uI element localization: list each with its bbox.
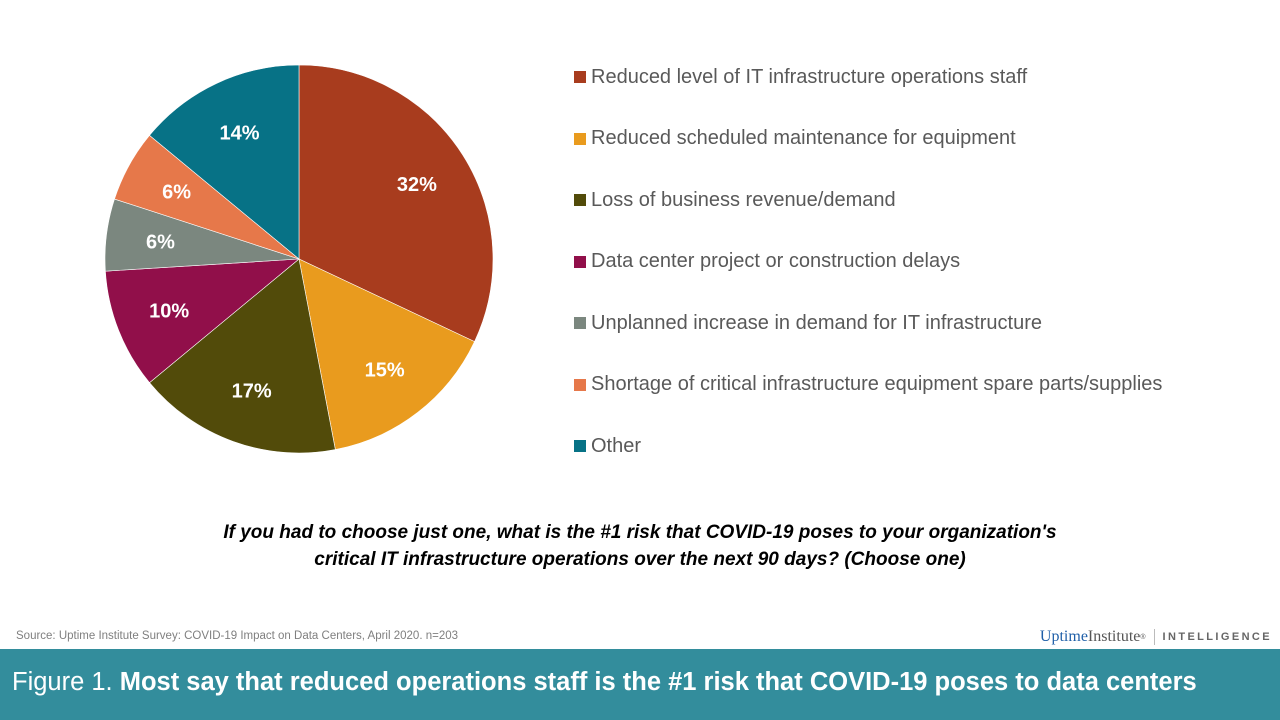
legend-label: Data center project or construction dela…: [591, 250, 961, 272]
legend-swatch: [574, 132, 586, 145]
pie-slice: [149, 64, 300, 260]
pie-slice: [298, 64, 494, 343]
legend-label: Reduced scheduled maintenance for equipm…: [591, 127, 1016, 149]
slice-data-label: 32%: [397, 174, 437, 196]
pie-chart: 32% 15% 17% 10% 6% 6% 14%: [104, 64, 494, 454]
question-line-1: If you had to choose just one, what is t…: [223, 522, 1057, 543]
slice-data-label: 15%: [365, 359, 405, 381]
figure-caption: Figure 1. Most say that reduced operatio…: [12, 668, 1197, 697]
question-line-2: critical IT infrastructure operations ov…: [314, 549, 966, 570]
legend-item: Data center project or construction dela…: [574, 247, 960, 277]
legend-swatch: [574, 378, 586, 391]
logo-divider: [1153, 629, 1155, 645]
legend-item: Other: [574, 431, 641, 461]
legend-item: Reduced scheduled maintenance for equipm…: [574, 124, 1016, 154]
logo-intelligence-text: INTELLIGENCE: [1162, 631, 1272, 643]
legend-swatch: [574, 71, 586, 83]
legend-item: Unplanned increase in demand for IT infr…: [574, 308, 1042, 338]
logo-institute-text: Institute: [1087, 628, 1141, 645]
legend-item: Reduced level of IT infrastructure opera…: [574, 62, 1027, 92]
legend-item: Loss of business revenue/demand: [574, 185, 896, 215]
legend-swatch: [574, 255, 586, 268]
source-note: Source: Uptime Institute Survey: COVID-1…: [16, 630, 459, 642]
legend-label: Shortage of critical infrastructure equi…: [591, 373, 1163, 395]
legend-swatch: [574, 317, 586, 329]
legend-label: Loss of business revenue/demand: [591, 188, 896, 211]
legend-label: Other: [591, 434, 642, 457]
slice-data-label: 10%: [149, 300, 189, 322]
slice-data-label: 6%: [146, 231, 175, 253]
legend-item: Shortage of critical infrastructure equi…: [574, 370, 1162, 400]
pie-slice: [105, 258, 300, 384]
pie-slice: [298, 258, 475, 450]
figure-number: Figure 1.: [12, 668, 120, 696]
legend-swatch: [574, 440, 586, 452]
uptime-institute-logo: Uptime Institute ® INTELLIGENCE: [1040, 628, 1272, 646]
figure-title: Most say that reduced operations staff i…: [119, 668, 1197, 696]
slice-data-label: 6%: [162, 182, 191, 204]
figure-banner: Figure 1. Most say that reduced operatio…: [0, 649, 1280, 720]
logo-registered-mark: ®: [1140, 633, 1146, 641]
legend-swatch: [574, 194, 586, 206]
slice-data-label: 14%: [220, 123, 260, 145]
legend-label: Reduced level of IT infrastructure opera…: [591, 65, 1028, 88]
pie-slice: [149, 258, 336, 454]
logo-uptime-text: Uptime: [1039, 628, 1088, 645]
slice-data-label: 17%: [232, 380, 272, 402]
legend-label: Unplanned increase in demand for IT infr…: [591, 311, 1042, 334]
survey-question: If you had to choose just one, what is t…: [140, 519, 1140, 573]
